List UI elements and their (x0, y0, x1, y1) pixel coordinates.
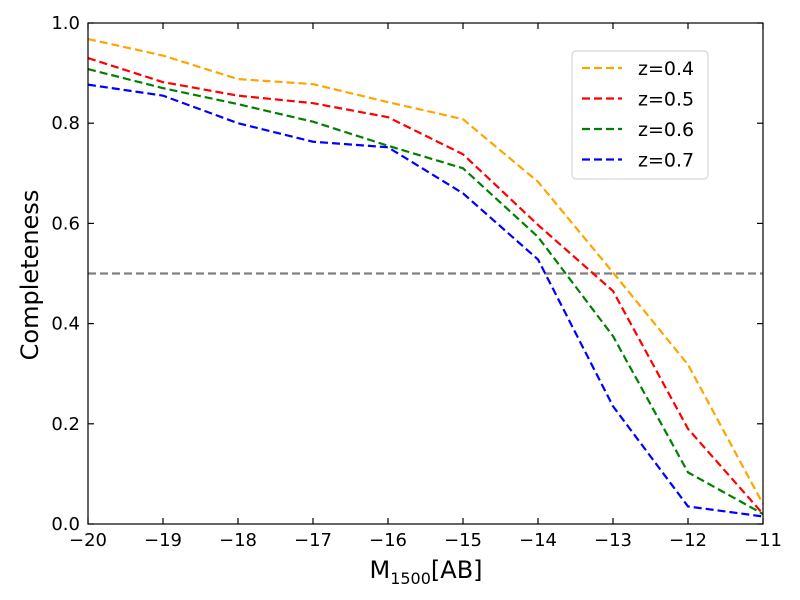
y-tick-label: 0.6 (51, 213, 80, 234)
series-line-z=0.5 (87, 57, 764, 515)
x-tick-label: −18 (219, 530, 257, 551)
y-axis-title: Completeness (16, 190, 44, 361)
x-tick-label: −12 (669, 530, 707, 551)
series-line-z=0.6 (87, 68, 764, 515)
legend-label: z=0.7 (638, 150, 694, 172)
x-tick-label: −19 (144, 530, 182, 551)
y-tick-label: 1.0 (51, 13, 80, 34)
x-axis-title-suffix: [AB] (431, 556, 483, 584)
x-axis-title-main: M (369, 556, 390, 584)
x-tick-label: −20 (69, 530, 107, 551)
axis-ticks: −20 −19 −18 −17 −16 −15 −14 −13 −12 −11 0.0 0.2 0.4 0… (51, 13, 782, 551)
legend-label: z=0.6 (638, 119, 694, 141)
x-tick-label: −15 (444, 530, 482, 551)
y-tick-label: 0.4 (51, 314, 80, 335)
legend-label: z=0.4 (638, 58, 694, 80)
y-tick-label: 0.8 (51, 113, 80, 134)
legend-box (571, 50, 709, 180)
y-tick-label: 0.0 (51, 514, 80, 535)
legend: z=0.4 z=0.5 z=0.6 z=0.7 (571, 50, 709, 180)
y-tick-label: 0.2 (51, 414, 80, 435)
x-axis-title: M1500[AB] (369, 556, 482, 588)
plot-area (87, 22, 764, 525)
legend-label: z=0.5 (638, 89, 694, 111)
x-tick-label: −16 (369, 530, 407, 551)
x-tick-label: −17 (294, 530, 332, 551)
x-tick-label: −13 (594, 530, 632, 551)
x-axis-title-sub: 1500 (390, 569, 431, 588)
x-tick-label: −14 (519, 530, 557, 551)
x-tick-label: −11 (744, 530, 782, 551)
plot-frame (87, 22, 764, 525)
series-line-z=0.7 (87, 83, 764, 518)
